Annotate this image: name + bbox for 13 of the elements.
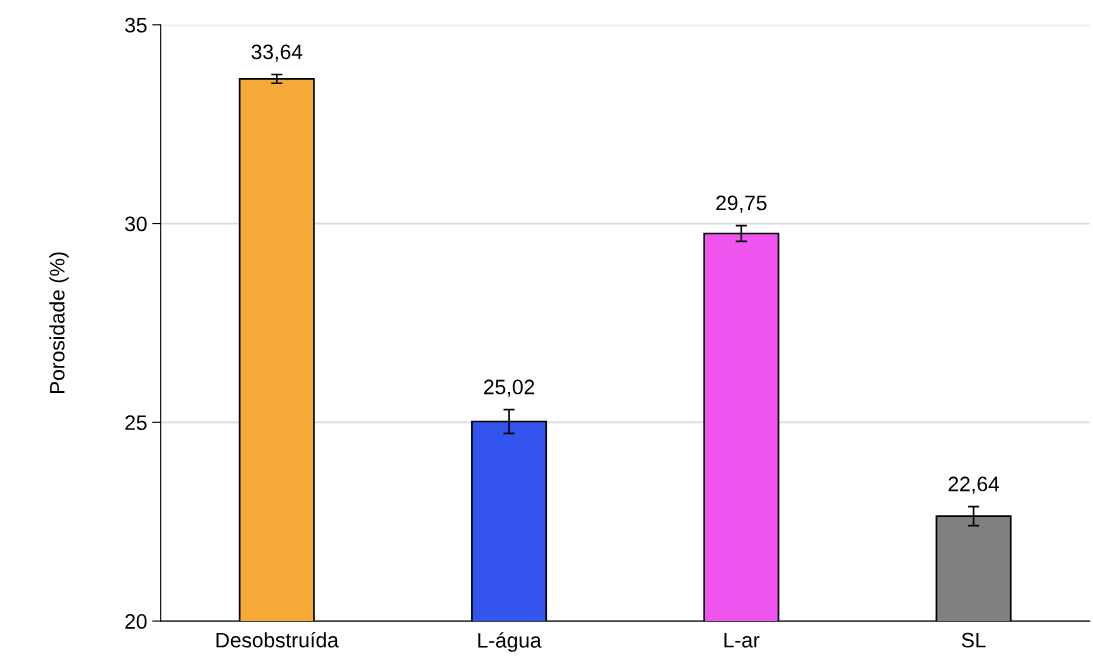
- data-label: 33,64: [251, 44, 303, 62]
- y-tick-label: 25: [125, 415, 147, 431]
- y-tick-label: 35: [125, 17, 147, 33]
- x-tick-label: L-ar: [724, 632, 760, 648]
- x-tick-label: SL: [961, 632, 986, 648]
- x-tick-label: L-água: [478, 632, 542, 652]
- y-tick-label: 20: [125, 614, 147, 629]
- y-axis-title: Porosidade (%): [49, 252, 69, 394]
- data-label: 29,75: [716, 195, 767, 213]
- data-label: 25,02: [484, 379, 535, 397]
- data-label: 22,64: [948, 476, 1000, 494]
- x-tick-label: Desobstruída: [216, 631, 339, 648]
- y-tick-label: 30: [125, 216, 147, 232]
